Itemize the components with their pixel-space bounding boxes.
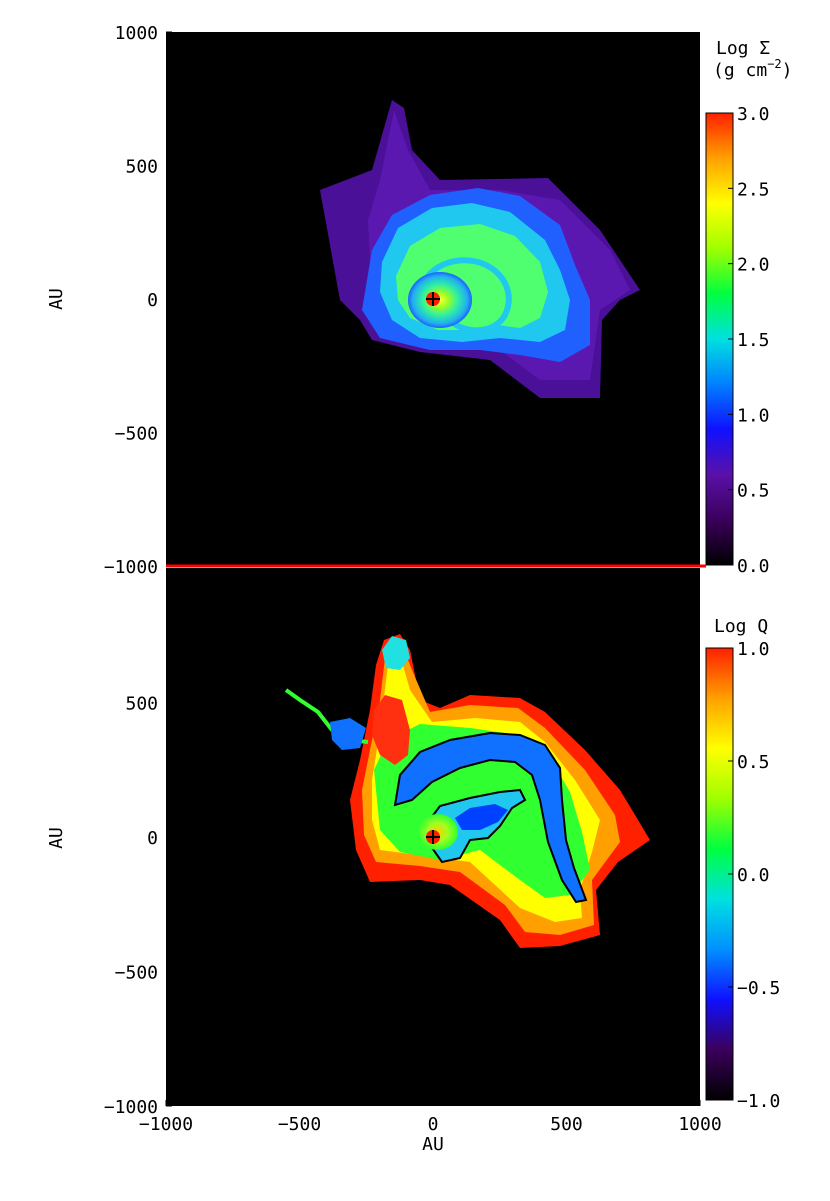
bottom-q-map xyxy=(284,634,650,948)
top-y-ticks: 1000 500 0 −500 −1000 xyxy=(104,23,172,578)
bottom-colorbar-tick-label: 1.0 xyxy=(737,639,770,660)
top-colorbar-tick-label: 2.5 xyxy=(737,179,770,200)
bottom-y-tick-label: 0 xyxy=(147,828,158,849)
top-colorbar-tick-label: 1.5 xyxy=(737,330,770,351)
central-object-marker-top xyxy=(426,292,440,306)
top-y-tick-label: 500 xyxy=(125,157,158,178)
bottom-x-tick-label: −1000 xyxy=(139,1114,193,1135)
top-colorbar-tick-label: 0.5 xyxy=(737,481,770,502)
bottom-y-tick-label: −500 xyxy=(115,963,158,984)
bottom-colorbar-tick-label: −1.0 xyxy=(737,1091,780,1112)
colorbar-top-title-close: ) xyxy=(782,60,793,81)
colorbar-top-title-line1: Log Σ xyxy=(716,38,770,59)
bottom-y-tick-label: −1000 xyxy=(104,1097,158,1118)
panel-toomre-q: AU AU 500 0 −500 −1000 −1000 −500 0 500 1000 −1… xyxy=(46,568,780,1155)
bottom-colorbar-tick-label: 0.5 xyxy=(737,752,770,773)
bottom-x-tick-label: −500 xyxy=(278,1114,321,1135)
bottom-x-ticks: −1000 −500 0 500 1000 xyxy=(139,1100,722,1135)
top-colorbar-tick-label: 2.0 xyxy=(737,255,770,276)
colorbar-top-title-exp: −2 xyxy=(767,57,781,71)
top-y-tick-label: 0 xyxy=(147,290,158,311)
colorbar-bottom-title: Log Q xyxy=(714,616,768,637)
bottom-inner-core xyxy=(418,814,458,850)
colorbar-bottom: −1.0 −0.5 0.0 0.5 1.0 Log Q xyxy=(705,616,780,1112)
bottom-x-axis-label: AU xyxy=(422,1134,444,1155)
bottom-top-blob xyxy=(382,636,410,670)
top-colorbar-tick-label: 0.0 xyxy=(737,556,770,577)
colorbar-top: 0.0 0.5 1.0 1.5 2.0 2.5 3.0 Log Σ (g cm−2) xyxy=(705,38,792,577)
bottom-spiral-arm-outer xyxy=(393,731,588,904)
bottom-x-tick-label: 0 xyxy=(428,1114,439,1135)
bottom-x-tick-label: 500 xyxy=(550,1114,583,1135)
bottom-blue-streamer xyxy=(330,718,366,750)
top-colorbar-tick-label: 1.0 xyxy=(737,405,770,426)
top-density-map xyxy=(320,100,640,398)
bottom-x-tick-label: 1000 xyxy=(678,1114,721,1135)
bottom-y-axis-label: AU xyxy=(46,827,67,849)
top-y-tick-label: −1000 xyxy=(104,557,158,578)
central-object-marker-bottom xyxy=(426,830,440,844)
panel-surface-density: AU 1000 500 0 −500 −1000 0.0 0.5 1.0 1.5 2.0 2.5 3… xyxy=(46,23,792,578)
bottom-arm-core-blue xyxy=(455,804,508,830)
bottom-red-blob-left xyxy=(372,695,410,765)
colorbar-top-ticks: 0.0 0.5 1.0 1.5 2.0 2.5 3.0 xyxy=(728,104,770,577)
top-y-tick-label: 1000 xyxy=(115,23,158,44)
bottom-y-ticks: 500 0 −500 −1000 xyxy=(104,694,172,1118)
top-colorbar-tick-label: 3.0 xyxy=(737,104,770,125)
colorbar-top-title-line2: (g cm−2) xyxy=(713,57,792,81)
colorbar-bottom-ticks: −1.0 −0.5 0.0 0.5 1.0 xyxy=(728,639,780,1112)
bottom-colorbar-tick-label: 0.0 xyxy=(737,865,770,886)
bottom-y-tick-label: 500 xyxy=(125,694,158,715)
top-inner-spiral xyxy=(417,257,512,334)
top-y-axis-label: AU xyxy=(46,288,67,310)
top-y-tick-label: −500 xyxy=(115,424,158,445)
colorbar-top-title-units: (g cm xyxy=(713,60,767,81)
bottom-colorbar-tick-label: −0.5 xyxy=(737,978,780,999)
